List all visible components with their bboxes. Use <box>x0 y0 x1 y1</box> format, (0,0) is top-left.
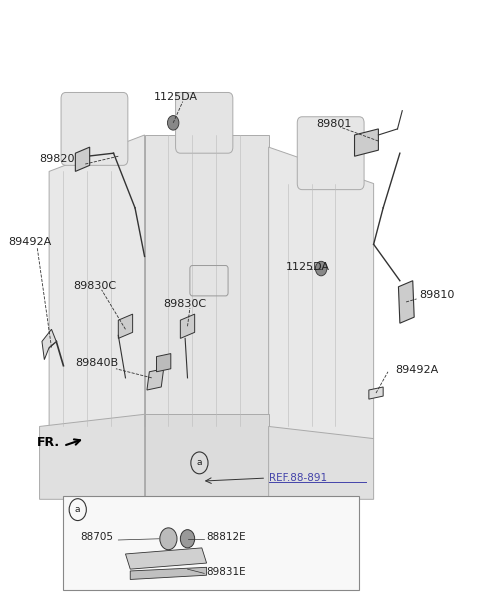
Polygon shape <box>398 281 414 323</box>
Polygon shape <box>39 414 144 500</box>
Polygon shape <box>130 567 206 580</box>
Text: 1125DA: 1125DA <box>285 262 329 272</box>
FancyBboxPatch shape <box>63 497 360 590</box>
Text: 1125DA: 1125DA <box>154 92 198 102</box>
Text: a: a <box>197 458 202 467</box>
Polygon shape <box>144 135 269 426</box>
Polygon shape <box>156 354 171 371</box>
Polygon shape <box>42 329 56 360</box>
FancyBboxPatch shape <box>176 93 233 153</box>
Circle shape <box>180 529 195 548</box>
Polygon shape <box>144 414 269 500</box>
Circle shape <box>168 115 179 130</box>
Circle shape <box>315 261 327 276</box>
Text: 89830C: 89830C <box>73 281 116 290</box>
Polygon shape <box>118 314 132 339</box>
FancyBboxPatch shape <box>61 93 128 165</box>
Polygon shape <box>75 147 90 171</box>
Circle shape <box>160 528 177 550</box>
Text: 89492A: 89492A <box>395 365 438 375</box>
Text: 89810: 89810 <box>419 290 455 300</box>
Text: 88812E: 88812E <box>206 532 246 542</box>
Text: FR.: FR. <box>37 436 60 449</box>
FancyBboxPatch shape <box>297 117 364 190</box>
Polygon shape <box>49 135 144 439</box>
Polygon shape <box>355 129 378 156</box>
Text: 89831E: 89831E <box>206 567 246 577</box>
Text: a: a <box>75 505 81 514</box>
Polygon shape <box>147 369 164 390</box>
Text: 89492A: 89492A <box>9 237 52 248</box>
Text: 89820: 89820 <box>39 154 75 164</box>
Polygon shape <box>125 548 206 569</box>
Polygon shape <box>180 314 195 339</box>
Text: 89801: 89801 <box>316 119 352 129</box>
Text: REF.88-891: REF.88-891 <box>269 473 327 483</box>
Polygon shape <box>269 147 373 439</box>
Polygon shape <box>269 426 373 500</box>
Polygon shape <box>369 387 383 399</box>
Text: 89840B: 89840B <box>75 357 119 368</box>
Text: 88705: 88705 <box>80 532 113 542</box>
Text: 89830C: 89830C <box>164 299 207 309</box>
